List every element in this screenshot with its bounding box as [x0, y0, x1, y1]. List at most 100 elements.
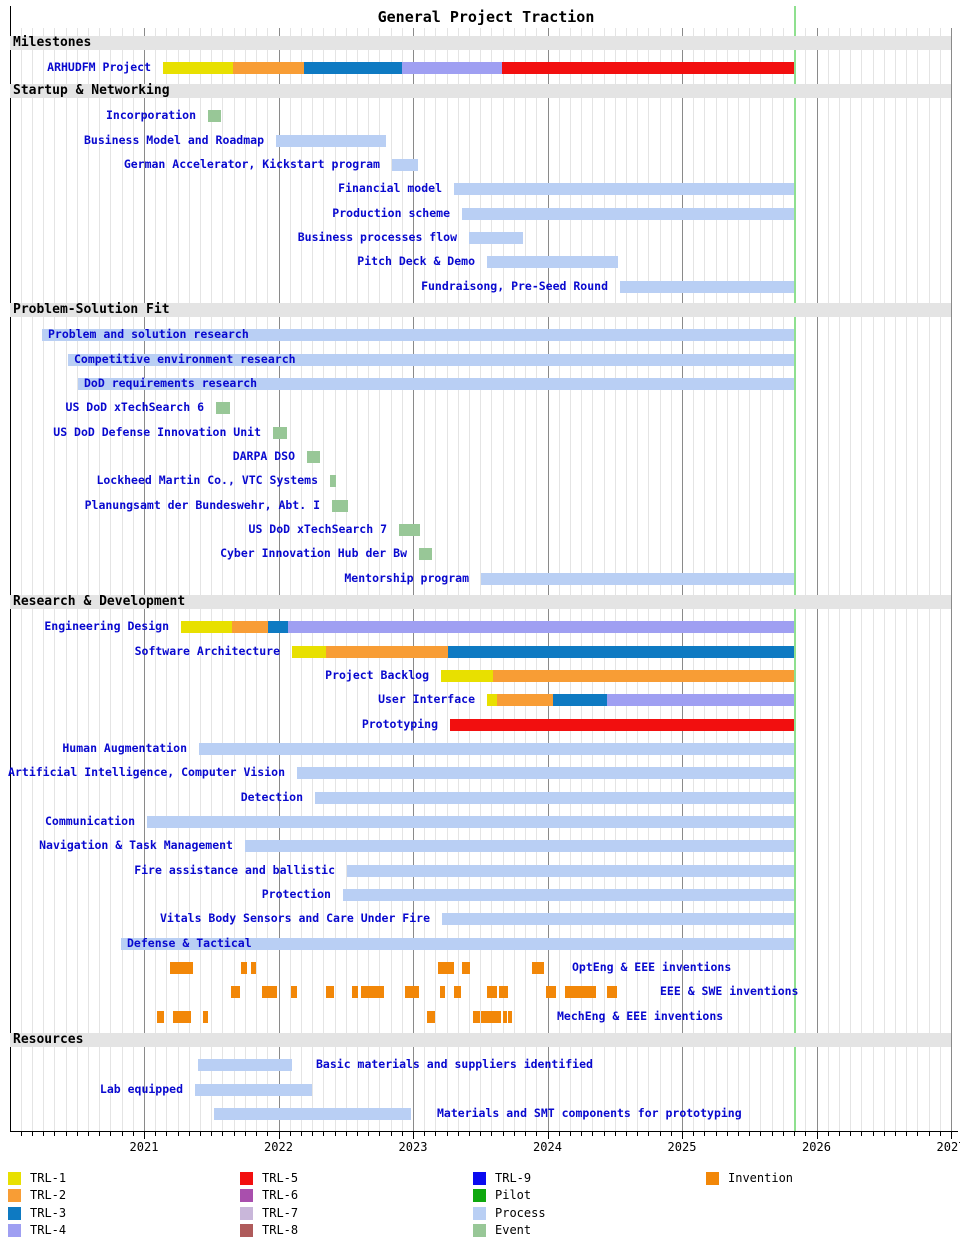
task-bar-segment — [450, 718, 794, 731]
month-gridline — [54, 28, 56, 1131]
task-label: Navigation & Task Management — [39, 838, 233, 853]
month-tick — [502, 1132, 504, 1136]
month-gridline — [435, 28, 437, 1131]
month-gridline — [861, 28, 863, 1131]
year-gridline — [413, 28, 414, 1131]
task-bar-segment — [231, 986, 240, 999]
month-gridline — [76, 28, 78, 1131]
task-bar-segment — [399, 524, 420, 537]
task-bar-segment — [607, 986, 617, 999]
task-bar-segment — [307, 451, 320, 464]
section-header: Problem-Solution Fit — [10, 303, 951, 318]
task-label: Communication — [44, 814, 135, 829]
month-tick — [188, 1132, 190, 1136]
task-label: US DoD Defense Innovation Unit — [53, 424, 261, 439]
task-bar-segment — [121, 937, 794, 950]
task-label: Production scheme — [332, 205, 450, 220]
legend-label: Process — [495, 1205, 546, 1220]
year-tick — [413, 1132, 414, 1139]
legend-swatch-invention — [706, 1172, 719, 1185]
task-label: User Interface — [378, 692, 475, 707]
month-tick — [121, 1132, 123, 1136]
month-tick — [670, 1132, 672, 1136]
task-bar-segment — [262, 986, 277, 999]
month-tick — [300, 1132, 302, 1136]
task-bar-segment — [454, 986, 461, 999]
task-bar-segment — [462, 962, 470, 975]
month-gridline — [917, 28, 919, 1131]
month-gridline — [446, 28, 448, 1131]
month-gridline — [390, 28, 392, 1131]
axis-year-label: 2027 — [936, 1140, 960, 1154]
legend-label: TRL-2 — [30, 1188, 67, 1203]
month-tick — [513, 1132, 515, 1136]
task-bar-segment — [198, 1059, 292, 1072]
task-bar-segment — [147, 816, 794, 829]
month-tick — [345, 1132, 347, 1136]
month-tick — [244, 1132, 246, 1136]
month-gridline — [188, 28, 190, 1131]
task-label: Fundraisong, Pre-Seed Round — [421, 278, 608, 293]
month-gridline — [244, 28, 246, 1131]
legend-swatch-process — [473, 1206, 486, 1220]
month-gridline — [177, 28, 179, 1131]
task-label: DARPA DSO — [232, 449, 295, 464]
month-tick — [267, 1132, 269, 1136]
axis-year-label: 2022 — [264, 1140, 293, 1154]
legend-label: TRL-9 — [495, 1171, 532, 1185]
task-label: DoD requirements research — [84, 376, 258, 391]
task-bar-segment — [315, 791, 794, 804]
month-tick — [726, 1132, 728, 1136]
task-bar-segment — [503, 1010, 507, 1023]
month-tick — [883, 1132, 885, 1136]
month-gridline — [480, 28, 482, 1131]
task-bar-segment — [216, 402, 230, 415]
month-tick — [368, 1132, 370, 1136]
month-tick — [794, 1132, 796, 1136]
month-gridline — [132, 28, 134, 1131]
month-gridline — [401, 28, 403, 1131]
legend-label: TRL-7 — [262, 1205, 299, 1220]
legend-swatch-trl-4 — [8, 1224, 21, 1238]
legend-swatch-trl-7 — [240, 1206, 253, 1220]
task-label: Problem and solution research — [48, 327, 249, 342]
task-label: OptEng & EEE inventions — [572, 960, 732, 975]
year-tick — [682, 1132, 683, 1139]
section-header: Resources — [10, 1033, 951, 1048]
task-label: US DoD xTechSearch 6 — [65, 400, 204, 415]
task-label: Business Model and Roadmap — [83, 132, 264, 147]
axis-year-label: 2026 — [802, 1140, 831, 1154]
month-gridline — [87, 28, 89, 1131]
task-bar-segment — [448, 645, 794, 658]
month-tick — [222, 1132, 224, 1136]
month-tick — [525, 1132, 527, 1136]
month-tick — [110, 1132, 112, 1136]
month-gridline — [99, 28, 101, 1131]
task-bar-segment — [347, 864, 794, 877]
month-tick — [379, 1132, 381, 1136]
legend-label: Pilot — [495, 1188, 532, 1203]
task-label: Software Architecture — [134, 643, 280, 658]
month-tick — [693, 1132, 695, 1136]
month-gridline — [200, 28, 202, 1131]
month-tick — [625, 1132, 627, 1136]
task-label: Defense & Tactical — [127, 935, 252, 950]
month-gridline — [827, 28, 829, 1131]
task-label: Protection — [261, 887, 331, 902]
task-bar-segment — [78, 378, 794, 391]
month-tick — [446, 1132, 448, 1136]
task-label: Planungsamt der Bundeswehr, Abt. I — [84, 497, 320, 512]
task-bar-segment — [42, 329, 794, 342]
legend-swatch-event — [473, 1224, 486, 1238]
task-bar-segment — [473, 1010, 480, 1023]
month-gridline — [379, 28, 381, 1131]
month-tick — [569, 1132, 571, 1136]
legend-swatch-trl-2 — [8, 1189, 21, 1203]
task-bar-segment — [276, 134, 386, 147]
task-bar-segment — [497, 694, 553, 707]
task-bar-segment — [288, 621, 794, 634]
month-tick — [87, 1132, 89, 1136]
task-label: Incorporation — [105, 108, 196, 123]
month-gridline — [312, 28, 314, 1131]
month-gridline — [894, 28, 896, 1131]
